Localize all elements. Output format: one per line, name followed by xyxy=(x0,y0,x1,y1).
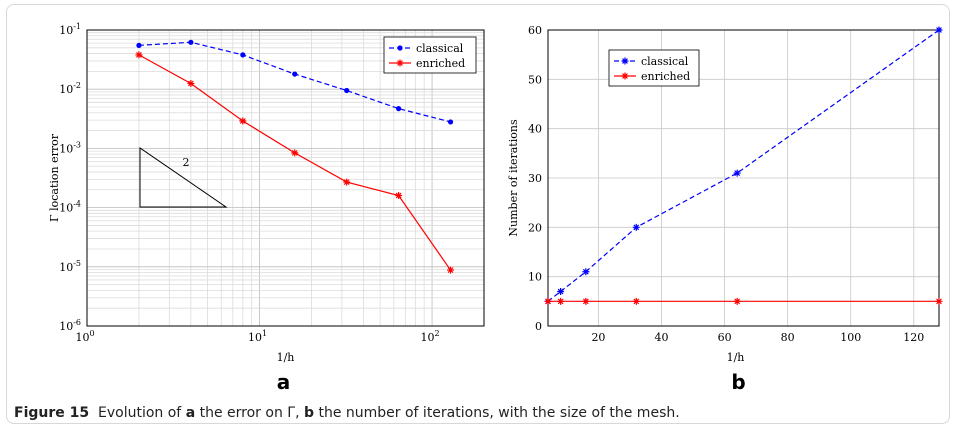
x-tick-label: 80 xyxy=(781,331,795,344)
legend-marker-classical xyxy=(397,45,403,51)
panel-label-b: b xyxy=(731,370,745,394)
point-classical xyxy=(935,26,943,34)
x-tick-label: 60 xyxy=(718,331,732,344)
caption-ref-a: a xyxy=(185,405,196,421)
point-classical xyxy=(292,71,298,77)
panel-label-a: a xyxy=(277,370,291,394)
axes-box-b xyxy=(547,29,940,327)
x-tick-label: 102 xyxy=(421,329,440,344)
caption-text-1: Evolution of xyxy=(98,405,182,421)
caption-text-2: the error on Γ, xyxy=(199,405,300,421)
point-enriched xyxy=(582,297,590,305)
series-line-classical xyxy=(547,29,940,302)
axes-box-a xyxy=(86,29,485,327)
y-tick-label: 40 xyxy=(528,123,542,136)
point-enriched xyxy=(135,51,143,59)
y-axis-label-b: Number of iterations xyxy=(507,119,520,237)
y-tick-label: 10-1 xyxy=(59,22,81,37)
y-tick-label: 60 xyxy=(528,24,542,37)
y-tick-label: 50 xyxy=(528,73,542,86)
point-classical xyxy=(136,42,142,48)
y-tick-label: 0 xyxy=(535,320,542,333)
point-classical xyxy=(240,52,246,58)
caption-label: Figure 15 xyxy=(14,405,90,421)
x-tick-label: 101 xyxy=(248,329,267,344)
y-tick-label: 10-4 xyxy=(59,200,81,215)
point-enriched xyxy=(557,297,565,305)
y-tick-label: 10-3 xyxy=(59,140,81,155)
point-enriched xyxy=(187,79,195,87)
legend-marker-classical xyxy=(621,57,629,65)
legend-marker-enriched xyxy=(396,59,404,67)
figure-caption: Figure 15 Evolution of a the error on Γ,… xyxy=(14,405,680,421)
x-tick-label: 120 xyxy=(903,331,924,344)
y-tick-label: 10-2 xyxy=(59,81,81,96)
point-enriched xyxy=(291,149,299,157)
legend-box-b xyxy=(608,49,700,87)
point-classical xyxy=(344,87,350,94)
x-tick-label: 20 xyxy=(591,331,605,344)
point-classical xyxy=(582,268,590,276)
legend-label-classical: classical xyxy=(641,55,689,68)
x-tick-label: 40 xyxy=(655,331,669,344)
point-classical xyxy=(447,119,454,125)
point-enriched xyxy=(544,297,552,305)
x-tick-label: 100 xyxy=(75,329,94,344)
point-classical xyxy=(733,169,741,177)
point-classical xyxy=(557,287,565,295)
legend-label-classical: classical xyxy=(416,42,464,55)
legend-label-enriched: enriched xyxy=(641,70,690,83)
point-classical xyxy=(188,39,194,45)
point-enriched xyxy=(395,192,403,200)
legend-marker-enriched xyxy=(621,72,629,80)
point-enriched xyxy=(733,297,741,305)
point-enriched xyxy=(632,297,640,305)
figure-frame xyxy=(6,4,950,424)
legend-label-enriched: enriched xyxy=(416,57,465,70)
y-tick-label: 10-5 xyxy=(59,259,81,274)
point-enriched xyxy=(239,117,247,125)
x-axis-label-a: 1/h xyxy=(277,351,295,364)
point-classical xyxy=(632,223,640,231)
point-enriched xyxy=(343,178,351,186)
y-tick-label: 10 xyxy=(528,271,542,284)
chart-b: 20 40 60 80 100 120 0 10 20 30 40 50 60 1/h Number of … xyxy=(507,24,943,394)
legend-box-a xyxy=(383,36,477,74)
y-axis-label-a: Γ location error xyxy=(48,133,61,222)
point-classical xyxy=(396,106,402,112)
point-enriched xyxy=(447,266,455,274)
x-axis-label-b: 1/h xyxy=(727,351,745,364)
y-tick-label: 30 xyxy=(528,172,542,185)
point-enriched xyxy=(935,297,943,305)
slope-triangle xyxy=(139,147,228,208)
x-tick-label: 100 xyxy=(840,331,861,344)
y-tick-label: 20 xyxy=(528,221,542,234)
caption-ref-b: b xyxy=(303,405,315,421)
caption-text-3: the number of iterations, with the size … xyxy=(318,405,680,421)
slope-label: 2 xyxy=(183,156,190,169)
